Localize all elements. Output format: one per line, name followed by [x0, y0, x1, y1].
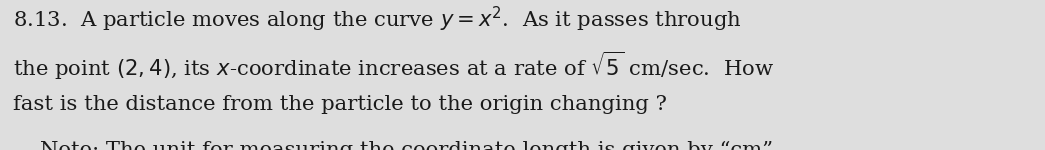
Text: Note: The unit for measuring the coordinate length is given by “cm”.: Note: The unit for measuring the coordin…: [13, 141, 780, 150]
Text: 8.13.  A particle moves along the curve $y = x^2$.  As it passes through: 8.13. A particle moves along the curve $…: [13, 4, 741, 34]
Text: the point $(2, 4)$, its $x$-coordinate increases at a rate of $\sqrt{5}$ cm/sec.: the point $(2, 4)$, its $x$-coordinate i…: [13, 50, 773, 82]
Text: fast is the distance from the particle to the origin changing ?: fast is the distance from the particle t…: [13, 94, 667, 114]
